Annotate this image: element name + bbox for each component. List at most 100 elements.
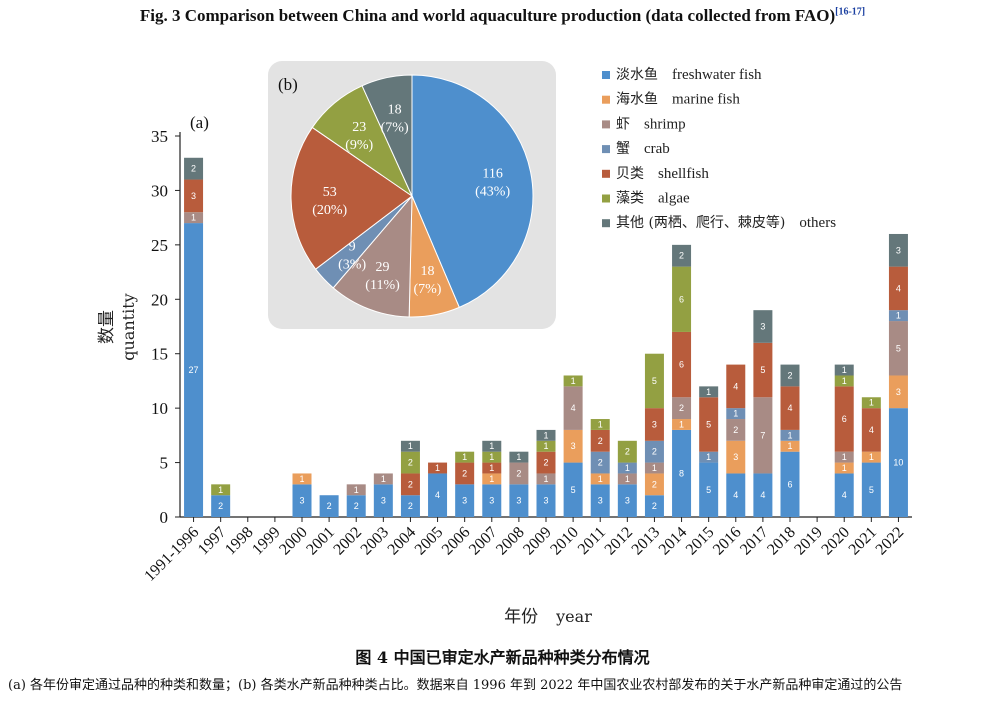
bar-segment-shrimp bbox=[184, 212, 204, 224]
legend-label-algae: 藻类 algae bbox=[616, 191, 690, 207]
bar-segment-label: 1 bbox=[516, 452, 521, 462]
bar-segment-freshwater bbox=[834, 473, 854, 517]
bar-segment-label: 3 bbox=[760, 322, 765, 332]
legend-label-freshwater: 淡水鱼 freshwater fish bbox=[616, 66, 762, 83]
bar-segment-crab bbox=[699, 451, 719, 463]
bar-segment-algae bbox=[644, 353, 664, 409]
bar-segment-shrimp bbox=[617, 473, 637, 485]
bar-segment-freshwater bbox=[400, 495, 420, 517]
bar-segment-label: 7 bbox=[760, 430, 765, 440]
panel-label-b: (b) bbox=[278, 75, 298, 94]
pie-slice-value: 9 bbox=[349, 239, 356, 254]
y-tick-label: 5 bbox=[160, 454, 169, 473]
bar-segment-freshwater bbox=[428, 473, 448, 517]
bar-segment-label: 2 bbox=[327, 501, 332, 511]
bar-segment-label: 3 bbox=[896, 387, 901, 397]
bar-segment-shellfish bbox=[590, 429, 610, 452]
bar-segment-shellfish bbox=[726, 364, 746, 409]
bar-segment-label: 1 bbox=[489, 441, 494, 451]
bar-segment-label: 2 bbox=[733, 425, 738, 435]
bar-segment-shrimp bbox=[509, 462, 529, 485]
bar-segment-marine bbox=[590, 473, 610, 485]
bar-segment-freshwater bbox=[536, 484, 556, 517]
bar-segment-algae bbox=[590, 419, 610, 430]
bar-segment-label: 10 bbox=[893, 458, 903, 468]
bar-segment-shrimp bbox=[346, 484, 366, 496]
bar-segment-shrimp bbox=[536, 473, 556, 485]
bar-segment-shrimp bbox=[753, 397, 773, 474]
bar-segment-label: 1 bbox=[598, 419, 603, 429]
bar-segment-label: 3 bbox=[625, 496, 630, 506]
bar-segment-label: 2 bbox=[598, 458, 603, 468]
x-tick-label: 2017 bbox=[737, 524, 772, 559]
bar-segment-label: 1 bbox=[787, 430, 792, 440]
legend-swatch-others bbox=[602, 219, 610, 228]
legend-label-crab: 蟹 crab bbox=[616, 141, 670, 157]
bar-segment-label: 1 bbox=[733, 409, 738, 419]
bar-segment-label: 2 bbox=[408, 458, 413, 468]
bar-segment-label: 3 bbox=[462, 496, 467, 506]
bar-segment-freshwater bbox=[861, 462, 881, 517]
bar-segment-marine bbox=[292, 473, 312, 485]
bar-segment-label: 2 bbox=[787, 370, 792, 380]
bar-segment-shellfish bbox=[780, 386, 800, 430]
x-tick-label: 2011 bbox=[575, 524, 609, 558]
bar-segment-shellfish bbox=[644, 408, 664, 441]
bar-segment-shellfish bbox=[536, 451, 556, 474]
bar-segment-shellfish bbox=[428, 462, 448, 474]
x-tick-label: 2006 bbox=[439, 524, 474, 559]
bar-segment-others bbox=[672, 244, 692, 267]
bar-segment-label: 1 bbox=[354, 485, 359, 495]
bar-segment-others bbox=[699, 386, 719, 398]
bar-segment-others bbox=[184, 157, 204, 180]
x-tick-label: 1997 bbox=[195, 524, 230, 559]
bar-segment-algae bbox=[400, 451, 420, 474]
bar-segment-label: 5 bbox=[869, 485, 874, 495]
bar-segment-label: 1 bbox=[489, 463, 494, 473]
bar-segment-label: 4 bbox=[869, 425, 874, 435]
bar-segment-label: 6 bbox=[679, 360, 684, 370]
bar-segment-label: 2 bbox=[191, 164, 196, 174]
pie-slice-shellfish bbox=[290, 126, 413, 270]
bar-segment-label: 1 bbox=[543, 474, 548, 484]
y-tick-label: 35 bbox=[151, 127, 168, 146]
bar-segment-label: 2 bbox=[598, 436, 603, 446]
bar-segment-others bbox=[780, 364, 800, 387]
legend-swatch-shrimp bbox=[602, 120, 610, 129]
x-tick-label: 2004 bbox=[385, 524, 420, 559]
pie-slice-shrimp bbox=[332, 194, 413, 318]
bar-segment-algae bbox=[672, 266, 692, 332]
bar-segment-algae bbox=[536, 440, 556, 452]
bar-segment-label: 1 bbox=[489, 452, 494, 462]
bar-segment-shrimp bbox=[672, 397, 692, 420]
x-tick-label: 2002 bbox=[330, 524, 365, 559]
bar-segment-crab bbox=[888, 310, 908, 322]
bar-segment-algae bbox=[455, 451, 475, 463]
y-tick-label: 30 bbox=[151, 181, 168, 200]
bar-segment-shellfish bbox=[184, 179, 204, 213]
bar-segment-others bbox=[834, 364, 854, 376]
bar-segment-label: 3 bbox=[896, 245, 901, 255]
bar-segment-label: 1 bbox=[842, 452, 847, 462]
x-tick-label: 2020 bbox=[818, 524, 853, 559]
bar-segment-shrimp bbox=[834, 451, 854, 463]
bar-segment-label: 3 bbox=[191, 191, 196, 201]
pie-slice-percent: (11%) bbox=[365, 278, 400, 293]
bar-segment-others bbox=[753, 310, 773, 343]
pie-slice-percent: (9%) bbox=[345, 138, 373, 153]
bar-segment-label: 1 bbox=[679, 419, 684, 429]
bar-segment-label: 4 bbox=[787, 403, 792, 413]
y-tick-label: 0 bbox=[160, 508, 169, 527]
y-tick-label: 10 bbox=[151, 399, 168, 418]
bar-segment-label: 1 bbox=[706, 452, 711, 462]
bar-segment-freshwater bbox=[888, 408, 908, 517]
pie-slice-percent: (3%) bbox=[338, 257, 366, 272]
bar-segment-label: 3 bbox=[543, 496, 548, 506]
bar-segment-label: 2 bbox=[218, 501, 223, 511]
x-tick-label: 2001 bbox=[303, 524, 338, 559]
bar-segment-algae bbox=[482, 451, 502, 463]
bar-segment-shrimp bbox=[644, 462, 664, 474]
bar-segment-label: 6 bbox=[679, 294, 684, 304]
pie-slice-percent: (7%) bbox=[381, 121, 409, 136]
bar-segment-shrimp bbox=[563, 386, 583, 430]
